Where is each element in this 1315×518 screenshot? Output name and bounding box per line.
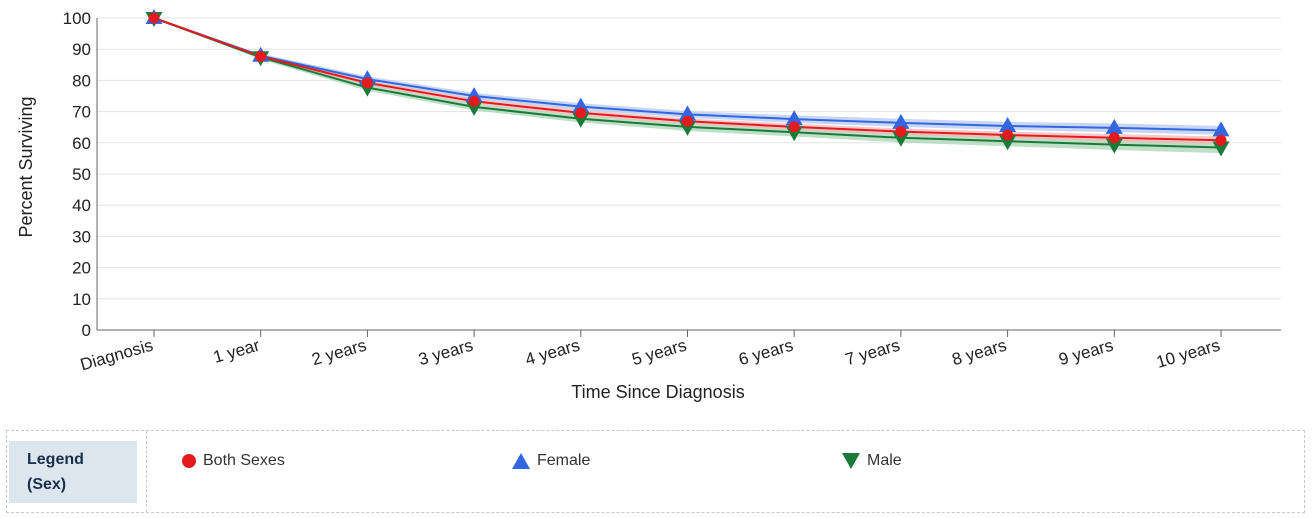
x-tick-8: 8 years — [950, 336, 1009, 370]
x-tick-10: 10 years — [1154, 336, 1222, 372]
y-tick-50: 50 — [72, 165, 91, 184]
point-male-7[interactable] — [892, 131, 910, 147]
point-female-6[interactable] — [785, 110, 803, 126]
y-tick-100: 100 — [63, 9, 91, 28]
y-tick-0: 0 — [82, 321, 91, 340]
point-both-sexes-2[interactable] — [361, 77, 373, 89]
point-male-8[interactable] — [999, 135, 1017, 151]
series-markers — [145, 9, 1230, 157]
point-both-sexes-1[interactable] — [255, 50, 267, 62]
legend-divider — [146, 431, 147, 512]
point-male-9[interactable] — [1105, 138, 1123, 154]
legend-title-line2: (Sex) — [27, 476, 67, 493]
point-both-sexes-7[interactable] — [895, 126, 907, 138]
blue-triangle-up-icon — [512, 453, 530, 469]
x-tick-4: 4 years — [523, 336, 582, 370]
y-tick-labels: 0 10 20 30 40 50 60 70 80 90 100 — [63, 9, 91, 340]
point-both-sexes-4[interactable] — [575, 107, 587, 119]
legend-label-both-sexes: Both Sexes — [203, 452, 285, 469]
point-both-sexes-5[interactable] — [682, 115, 693, 127]
point-female-8[interactable] — [999, 116, 1017, 132]
x-tick-0: Diagnosis — [78, 336, 155, 375]
legend-item-male[interactable]: Male — [841, 449, 902, 473]
legend-title-line1: Legend — [27, 451, 84, 468]
y-tick-90: 90 — [72, 40, 91, 59]
point-male-10[interactable] — [1212, 141, 1230, 157]
x-tick-2: 2 years — [310, 336, 369, 370]
legend-item-female[interactable]: Female — [511, 449, 590, 473]
x-tick-labels: Diagnosis 1 year 2 years 3 years 4 years 5 ye… — [78, 335, 1222, 374]
y-tick-10: 10 — [72, 290, 91, 309]
point-female-9[interactable] — [1105, 118, 1123, 134]
point-both-sexes-10[interactable] — [1215, 134, 1227, 146]
point-female-4[interactable] — [572, 97, 590, 113]
point-both-sexes-0[interactable] — [148, 12, 160, 24]
legend-label-female: Female — [537, 452, 591, 469]
axes — [96, 18, 1281, 337]
x-tick-5: 5 years — [630, 336, 689, 370]
y-tick-40: 40 — [72, 196, 91, 215]
x-axis-label: Time Since Diagnosis — [571, 382, 744, 402]
point-female-7[interactable] — [892, 113, 910, 129]
point-both-sexes-8[interactable] — [1002, 129, 1014, 141]
point-both-sexes-6[interactable] — [788, 121, 800, 133]
y-tick-20: 20 — [72, 259, 91, 278]
legend-title: Legend (Sex) — [9, 441, 137, 503]
y-tick-70: 70 — [72, 103, 91, 122]
point-male-4[interactable] — [572, 112, 590, 128]
legend-item-both-sexes[interactable]: Both Sexes — [181, 449, 285, 473]
x-tick-1: 1 year — [211, 335, 262, 366]
point-both-sexes-9[interactable] — [1108, 132, 1120, 144]
y-tick-30: 30 — [72, 227, 91, 246]
y-axis-label: Percent Surviving — [16, 96, 36, 237]
point-female-5[interactable] — [679, 105, 696, 121]
y-tick-80: 80 — [72, 71, 91, 90]
point-female-10[interactable] — [1212, 121, 1230, 137]
green-triangle-down-icon — [842, 453, 860, 469]
y-tick-60: 60 — [72, 134, 91, 153]
legend: Legend (Sex) Both Sexes Female Male — [6, 430, 1305, 513]
x-tick-9: 9 years — [1057, 336, 1116, 370]
x-tick-3: 3 years — [416, 336, 475, 370]
point-both-sexes-3[interactable] — [468, 95, 480, 107]
x-tick-6: 6 years — [736, 336, 795, 370]
red-circle-icon — [182, 454, 196, 468]
survival-chart: 0 10 20 30 40 50 60 70 80 90 100 Diagnosis 1 year 2 … — [16, 9, 1281, 402]
x-tick-7: 7 years — [843, 336, 902, 370]
grid-lines — [97, 17, 1281, 331]
legend-label-male: Male — [867, 452, 902, 469]
